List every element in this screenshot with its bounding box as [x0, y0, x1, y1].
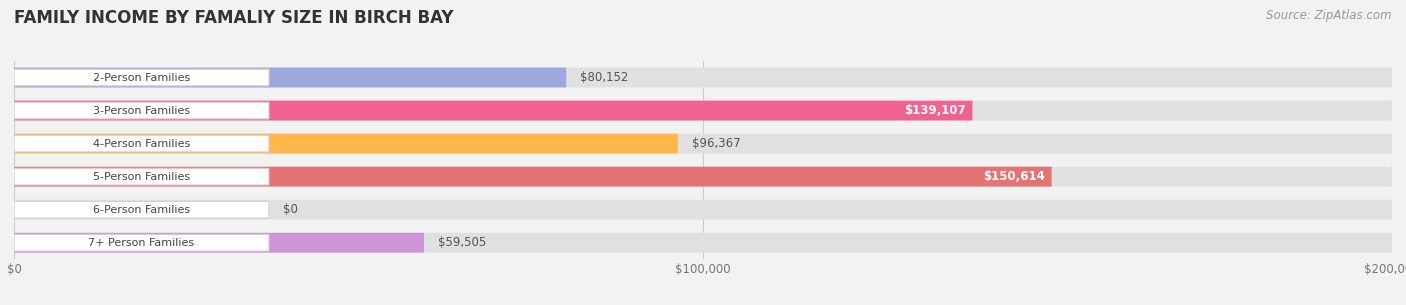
Text: $59,505: $59,505	[437, 236, 486, 249]
FancyBboxPatch shape	[14, 101, 973, 120]
FancyBboxPatch shape	[14, 68, 1392, 88]
Text: $80,152: $80,152	[581, 71, 628, 84]
Text: 6-Person Families: 6-Person Families	[93, 205, 190, 215]
Text: 2-Person Families: 2-Person Families	[93, 73, 190, 83]
FancyBboxPatch shape	[14, 135, 269, 152]
FancyBboxPatch shape	[14, 68, 567, 88]
Text: Source: ZipAtlas.com: Source: ZipAtlas.com	[1267, 9, 1392, 22]
FancyBboxPatch shape	[14, 102, 269, 119]
FancyBboxPatch shape	[14, 168, 269, 185]
Text: FAMILY INCOME BY FAMALIY SIZE IN BIRCH BAY: FAMILY INCOME BY FAMALIY SIZE IN BIRCH B…	[14, 9, 454, 27]
Text: 4-Person Families: 4-Person Families	[93, 138, 190, 149]
FancyBboxPatch shape	[14, 134, 678, 153]
Text: 7+ Person Families: 7+ Person Families	[89, 238, 194, 248]
Text: $0: $0	[283, 203, 298, 216]
FancyBboxPatch shape	[14, 233, 425, 253]
Text: $150,614: $150,614	[983, 170, 1045, 183]
FancyBboxPatch shape	[14, 101, 1392, 120]
Text: $96,367: $96,367	[692, 137, 741, 150]
FancyBboxPatch shape	[14, 167, 1392, 187]
FancyBboxPatch shape	[14, 235, 269, 251]
Text: $139,107: $139,107	[904, 104, 966, 117]
FancyBboxPatch shape	[14, 201, 269, 218]
FancyBboxPatch shape	[14, 233, 1392, 253]
Text: 5-Person Families: 5-Person Families	[93, 172, 190, 182]
Text: 3-Person Families: 3-Person Families	[93, 106, 190, 116]
FancyBboxPatch shape	[14, 167, 1052, 187]
FancyBboxPatch shape	[14, 200, 1392, 220]
FancyBboxPatch shape	[14, 69, 269, 86]
FancyBboxPatch shape	[14, 134, 1392, 153]
